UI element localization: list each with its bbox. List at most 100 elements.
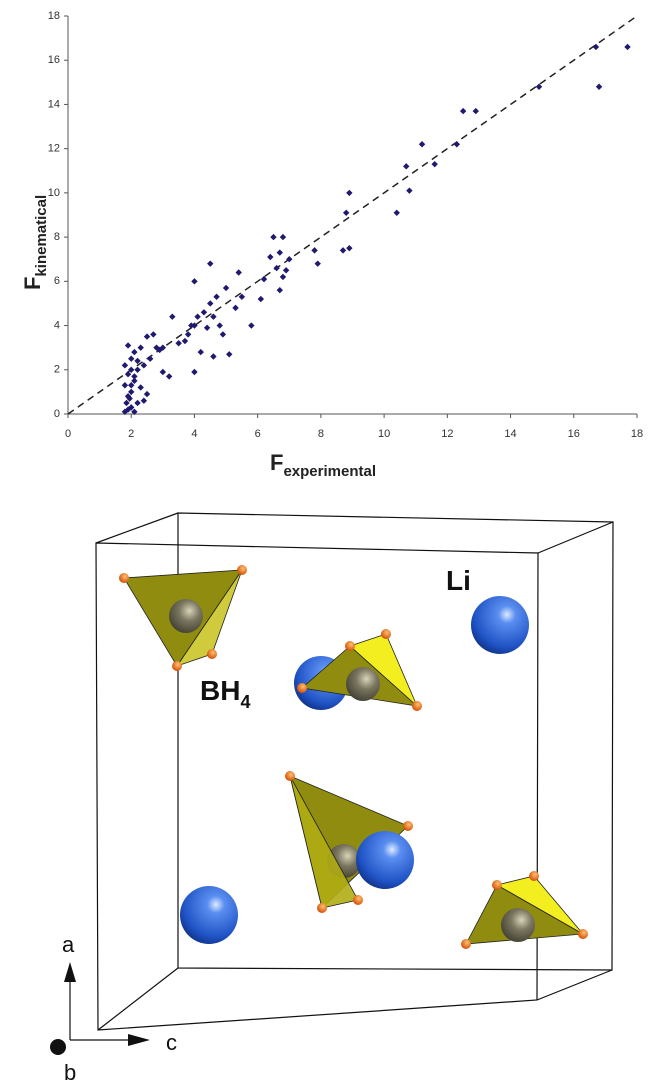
point <box>166 373 172 379</box>
y-label-symbol: F <box>20 277 45 290</box>
point <box>248 322 254 328</box>
x-tick-label: 0 <box>65 428 71 440</box>
y-tick-label: 12 <box>48 143 60 155</box>
x-tick-label: 12 <box>441 428 453 440</box>
point <box>131 349 137 355</box>
point <box>204 325 210 331</box>
x-label-subscript: experimental <box>283 463 376 480</box>
y-tick-label: 4 <box>54 319 60 331</box>
bh4-sub: 4 <box>240 692 250 712</box>
axis-a-label: a <box>62 932 75 957</box>
cell-edge <box>96 513 178 543</box>
arrowhead <box>64 962 76 982</box>
point <box>419 141 425 147</box>
point <box>406 187 412 193</box>
point <box>394 210 400 216</box>
point <box>431 161 437 167</box>
point <box>169 314 175 320</box>
point <box>223 285 229 291</box>
point <box>144 391 150 397</box>
point <box>536 84 542 90</box>
y-tick-label: 14 <box>48 98 60 110</box>
point <box>182 338 188 344</box>
x-axis-label: Fexperimental <box>270 450 376 480</box>
point <box>311 247 317 253</box>
y-tick-label: 16 <box>48 54 60 66</box>
y-axis-label: Fkinematical <box>20 195 50 290</box>
point <box>277 287 283 293</box>
figure: 024681012141618024681012141618 Fexperime… <box>0 0 651 1084</box>
point <box>267 254 273 260</box>
cell-edge <box>98 968 178 1030</box>
point <box>261 276 267 282</box>
point <box>138 384 144 390</box>
y-tick-label: 8 <box>54 231 60 243</box>
point <box>460 108 466 114</box>
b-atom <box>346 667 380 701</box>
x-tick-label: 10 <box>378 428 390 440</box>
point <box>201 309 207 315</box>
li-label: Li <box>446 565 471 596</box>
point <box>128 356 134 362</box>
point <box>220 331 226 337</box>
b-atom <box>501 908 535 942</box>
point <box>160 369 166 375</box>
arrowhead <box>128 1034 150 1046</box>
atoms <box>119 565 588 949</box>
point <box>232 305 238 311</box>
point <box>147 356 153 362</box>
point <box>315 260 321 266</box>
x-tick-label: 6 <box>255 428 261 440</box>
y-tick-label: 18 <box>48 10 60 22</box>
bh4-label: BH4 <box>200 675 250 712</box>
axis-c-label: c <box>166 1030 177 1055</box>
point <box>134 400 140 406</box>
point <box>122 362 128 368</box>
point <box>207 300 213 306</box>
axis-indicator <box>50 962 150 1055</box>
x-tick-label: 16 <box>568 428 580 440</box>
x-tick-label: 8 <box>318 428 324 440</box>
point <box>185 331 191 337</box>
point <box>280 234 286 240</box>
point <box>403 163 409 169</box>
cell-edge <box>538 522 613 553</box>
x-tick-label: 4 <box>191 428 197 440</box>
point <box>236 269 242 275</box>
li-atom <box>356 831 414 889</box>
x-tick-label: 2 <box>128 428 134 440</box>
li-atom <box>471 596 529 654</box>
point <box>210 353 216 359</box>
point <box>624 44 630 50</box>
point <box>144 333 150 339</box>
y-label-subscript: kinematical <box>33 195 50 277</box>
point <box>346 190 352 196</box>
point <box>125 342 131 348</box>
point <box>217 322 223 328</box>
point <box>593 44 599 50</box>
point <box>194 314 200 320</box>
point <box>191 278 197 284</box>
point <box>283 267 289 273</box>
point <box>340 247 346 253</box>
point <box>473 108 479 114</box>
point <box>175 340 181 346</box>
point <box>454 141 460 147</box>
point <box>277 249 283 255</box>
point <box>258 296 264 302</box>
axis-b-label: b <box>64 1060 76 1084</box>
cell-edge <box>537 970 612 1000</box>
point <box>226 351 232 357</box>
y-tick-label: 6 <box>54 275 60 287</box>
point <box>141 398 147 404</box>
point <box>270 234 276 240</box>
x-tick-label: 14 <box>504 428 516 440</box>
point <box>134 367 140 373</box>
x-label-symbol: F <box>270 450 283 475</box>
point <box>346 245 352 251</box>
point <box>213 294 219 300</box>
b-atom <box>169 599 203 633</box>
point <box>150 331 156 337</box>
point <box>138 344 144 350</box>
